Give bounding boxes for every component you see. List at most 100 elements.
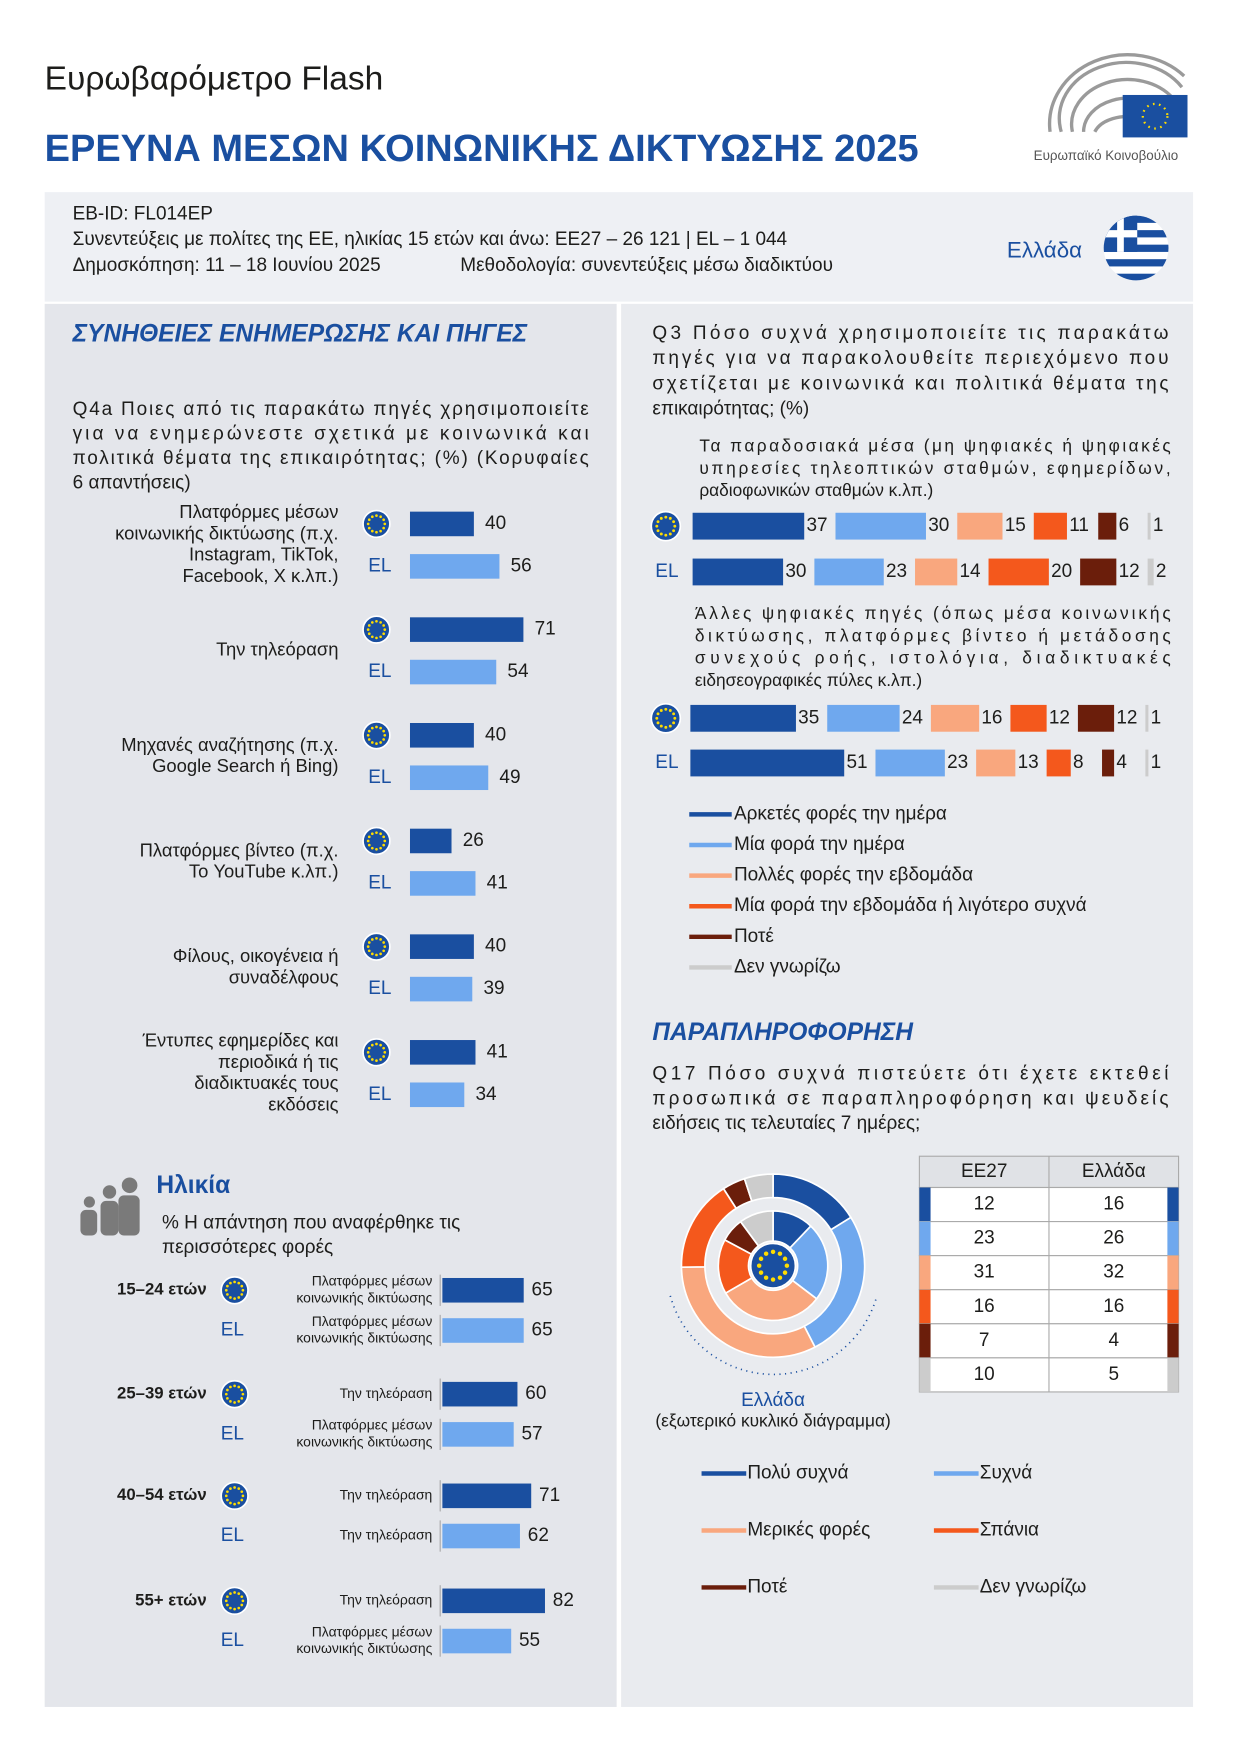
value-label: 11 bbox=[1069, 515, 1089, 536]
bar-segment bbox=[1080, 558, 1117, 586]
bar-segment bbox=[1033, 512, 1067, 540]
eu-star bbox=[370, 952, 374, 956]
eu-icon bbox=[362, 509, 391, 539]
eu-star bbox=[668, 724, 672, 728]
bar-segment bbox=[1010, 704, 1047, 732]
eu-star bbox=[237, 1281, 241, 1285]
eu-star bbox=[240, 1293, 244, 1296]
eu-star bbox=[668, 709, 672, 712]
legend-label: Πολύ συχνά bbox=[747, 1462, 848, 1483]
table-header-cell: ΕΕ27 bbox=[961, 1161, 1007, 1182]
bar-segment bbox=[827, 704, 900, 732]
el-label: EL bbox=[221, 1630, 244, 1651]
row-swatch bbox=[1167, 1187, 1179, 1222]
eu-icon bbox=[749, 1242, 797, 1289]
eu-star bbox=[229, 1400, 232, 1403]
eu-star bbox=[379, 635, 382, 639]
answer-label: κοινωνικής δικτύωσης bbox=[296, 1433, 432, 1449]
eu-star bbox=[375, 742, 378, 745]
bar-segment bbox=[875, 749, 945, 777]
eu-star bbox=[367, 1055, 371, 1058]
table-cell: 12 bbox=[974, 1194, 995, 1215]
answer-label: Πλατφόρμες μέσων bbox=[312, 1313, 433, 1329]
item-label: Το YouTube κ.λπ.) bbox=[189, 861, 339, 882]
legend-label: Δεν γνωρίζω bbox=[980, 1576, 1087, 1597]
eu-star bbox=[229, 1501, 232, 1505]
question: Q17 Πόσο συχνά πιστεύετε ότι έχετε εκτεθ… bbox=[652, 1064, 1169, 1085]
bar bbox=[442, 1318, 524, 1343]
eu-star bbox=[379, 1043, 382, 1047]
value-label: 82 bbox=[553, 1590, 574, 1611]
eu-star bbox=[229, 1385, 232, 1389]
value-label: 54 bbox=[507, 661, 528, 682]
question: ειδήσεις τις τελευταίες 7 ημέρες; bbox=[652, 1113, 920, 1134]
bar-segment bbox=[690, 704, 796, 732]
bar bbox=[409, 765, 489, 791]
eu-star bbox=[382, 843, 386, 847]
value-label: 14 bbox=[959, 561, 980, 582]
bar bbox=[442, 1277, 524, 1303]
eu-star bbox=[370, 1058, 374, 1061]
eu-star bbox=[233, 1297, 236, 1300]
eu-icon bbox=[220, 1379, 249, 1409]
bar bbox=[409, 617, 524, 642]
table-cell: 16 bbox=[974, 1296, 995, 1317]
eu-star bbox=[382, 729, 386, 733]
age-title: Ηλικία bbox=[156, 1172, 230, 1199]
eu-flag bbox=[1122, 94, 1188, 138]
bar bbox=[409, 723, 474, 748]
bar-segment bbox=[1147, 558, 1154, 586]
eu-star bbox=[375, 636, 378, 640]
row-swatch bbox=[1167, 1255, 1179, 1290]
answer-label: Την τηλεόραση bbox=[340, 1527, 433, 1543]
eu-star bbox=[379, 529, 382, 533]
item-label: εκδόσεις bbox=[268, 1093, 338, 1114]
eu-star bbox=[233, 1502, 236, 1506]
answer-label: Πλατφόρμες μέσων bbox=[312, 1623, 433, 1639]
value-label: 13 bbox=[1018, 752, 1039, 773]
eu-star bbox=[370, 635, 374, 639]
eu-star bbox=[367, 738, 371, 741]
eu-star bbox=[756, 1263, 762, 1268]
item-label: διαδικτυακές τους bbox=[194, 1072, 338, 1093]
eu-icon bbox=[650, 702, 682, 734]
eu-star bbox=[240, 1396, 244, 1400]
eu-star bbox=[672, 520, 676, 524]
item-label: συναδέλφους bbox=[229, 966, 339, 987]
eu-star bbox=[233, 1591, 236, 1594]
eu-star bbox=[763, 1251, 769, 1256]
eu-star bbox=[367, 526, 371, 530]
question: επικαιρότητας; (%) bbox=[652, 398, 809, 419]
eu-star bbox=[659, 709, 663, 712]
value-label: 16 bbox=[981, 707, 1002, 728]
greek-flag bbox=[1103, 215, 1169, 281]
value-label: 40 bbox=[485, 936, 506, 957]
bar-segment bbox=[1145, 704, 1149, 732]
question: Q4a Ποιες από τις παρακάτω πηγές χρησιμο… bbox=[73, 399, 590, 420]
eu-icon bbox=[650, 510, 682, 542]
eu-star bbox=[375, 619, 378, 623]
eu-star bbox=[379, 515, 382, 519]
eu-star bbox=[367, 624, 371, 627]
value-label: 49 bbox=[499, 767, 520, 788]
item-label: Google Search ή Bing) bbox=[152, 755, 338, 776]
el-label: EL bbox=[655, 561, 678, 582]
info-line: Δημοσκόπηση: 11 – 18 Ιουνίου 2025 bbox=[73, 255, 381, 276]
bar bbox=[409, 828, 452, 854]
item-label: Φίλους, οικογένεια ή bbox=[173, 945, 339, 966]
eu-star bbox=[366, 522, 370, 526]
bar-segment bbox=[1077, 704, 1115, 732]
value-label: 2 bbox=[1156, 561, 1167, 582]
group-label: συνεχούς ροής, ιστολόγια, διαδικτυακές bbox=[695, 648, 1171, 668]
eu-star bbox=[379, 741, 382, 744]
eu-star bbox=[664, 533, 668, 537]
table-cell: 26 bbox=[1103, 1228, 1124, 1249]
item-label: Μηχανές αναζήτησης (π.χ. bbox=[121, 734, 338, 755]
eu-icon bbox=[220, 1276, 249, 1305]
row-swatch bbox=[1167, 1221, 1179, 1256]
eu-star bbox=[366, 945, 370, 948]
bar-segment bbox=[976, 749, 1016, 777]
eu-star bbox=[375, 725, 378, 729]
bar-segment bbox=[1147, 512, 1151, 540]
bar bbox=[442, 1422, 514, 1447]
